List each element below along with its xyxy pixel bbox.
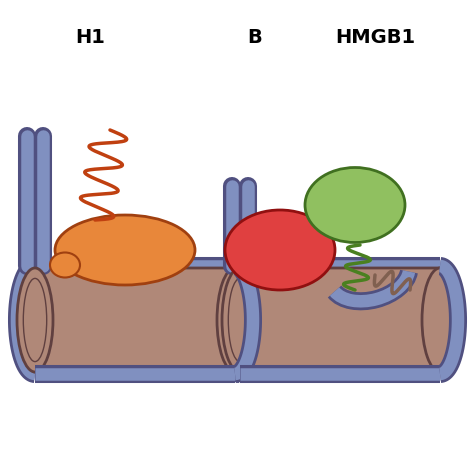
Ellipse shape <box>217 268 253 372</box>
FancyBboxPatch shape <box>33 268 237 372</box>
Ellipse shape <box>55 215 195 285</box>
Text: H1: H1 <box>75 28 105 47</box>
Text: B: B <box>247 28 263 47</box>
Ellipse shape <box>17 268 53 372</box>
Ellipse shape <box>305 167 405 243</box>
Ellipse shape <box>222 268 258 372</box>
Ellipse shape <box>50 253 80 277</box>
Ellipse shape <box>225 210 335 290</box>
Text: HMGB1: HMGB1 <box>335 28 415 47</box>
FancyBboxPatch shape <box>238 268 442 372</box>
Ellipse shape <box>422 268 458 372</box>
